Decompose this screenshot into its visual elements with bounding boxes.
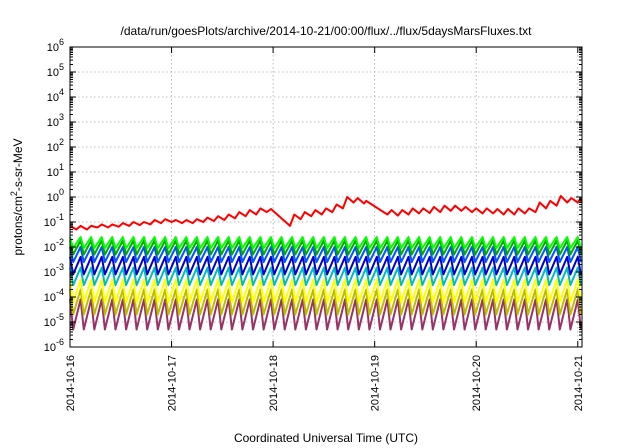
y-tick-base: 10 [47,192,59,204]
y-tick-base: 10 [44,342,56,354]
y-tick-label: 10-5 [44,312,64,329]
y-axis-ticks: 10-610-510-410-310-210-11001011021031041… [44,37,582,354]
y-tick-base: 10 [47,42,59,54]
series-line-4 [69,255,582,276]
y-tick-base: 10 [47,117,59,129]
series-lines [69,195,583,331]
series-line-2 [69,239,582,256]
y-tick-label: 105 [47,62,64,79]
y-tick-exponent: -1 [56,212,64,222]
series-line-1 [69,236,582,250]
y-tick-base: 10 [44,217,56,229]
y-axis-title-sup: 2 [9,191,19,196]
y-tick-label: 101 [47,162,64,179]
y-tick-label: 10-2 [44,237,64,254]
y-tick-label: 104 [47,87,64,104]
y-tick-label: 10-6 [44,337,64,354]
y-tick-base: 10 [44,267,56,279]
y-tick-exponent: 2 [59,137,64,147]
x-tick-label: 2014-10-21 [573,355,585,411]
y-axis-title-base: protons/cm [11,196,25,255]
x-tick-label: 2014-10-16 [65,355,77,411]
y-tick-label: 103 [47,112,64,129]
y-tick-exponent: -4 [56,287,64,297]
y-axis-title-rest: -s-sr-MeV [11,138,25,191]
y-tick-base: 10 [44,242,56,254]
y-tick-exponent: -6 [56,337,64,347]
x-axis-ticks: 2014-10-16 2014-10-17 2014-10-18 2014-10-19… [65,47,585,411]
y-tick-base: 10 [47,92,59,104]
y-tick-label: 106 [47,37,64,54]
series-line-7 [69,288,582,316]
y-tick-base: 10 [44,317,56,329]
x-tick-label: 2014-10-19 [370,355,382,411]
y-tick-label: 100 [47,187,64,204]
y-axis-title: protons/cm2-s-sr-MeV [9,138,25,255]
y-tick-exponent: 4 [59,87,64,97]
series-line-6 [69,278,582,304]
y-tick-base: 10 [47,167,59,179]
y-tick-exponent: -2 [56,237,64,247]
series-line-0 [69,195,583,231]
y-tick-exponent: 1 [59,162,64,172]
y-tick-exponent: -3 [56,262,64,272]
chart-title: /data/run/goesPlots/archive/2014-10-21/0… [121,24,533,38]
y-tick-base: 10 [47,67,59,79]
series-line-3 [69,246,582,264]
y-tick-exponent: -5 [56,312,64,322]
y-tick-label: 10-1 [44,212,64,229]
x-tick-label: 2014-10-18 [268,355,280,411]
series-line-5 [69,266,582,287]
y-tick-base: 10 [44,292,56,304]
y-tick-exponent: 3 [59,112,64,122]
y-tick-label: 10-3 [44,262,64,279]
x-axis-title: Coordinated Universal Time (UTC) [234,431,418,445]
y-tick-exponent: 5 [59,62,64,72]
y-tick-exponent: 6 [59,37,64,47]
series-line-8 [69,298,582,331]
x-tick-label: 2014-10-20 [471,355,483,411]
y-tick-base: 10 [47,142,59,154]
y-tick-exponent: 0 [59,187,64,197]
y-tick-label: 10-4 [44,287,64,304]
y-tick-label: 102 [47,137,64,154]
x-tick-label: 2014-10-17 [167,355,179,411]
